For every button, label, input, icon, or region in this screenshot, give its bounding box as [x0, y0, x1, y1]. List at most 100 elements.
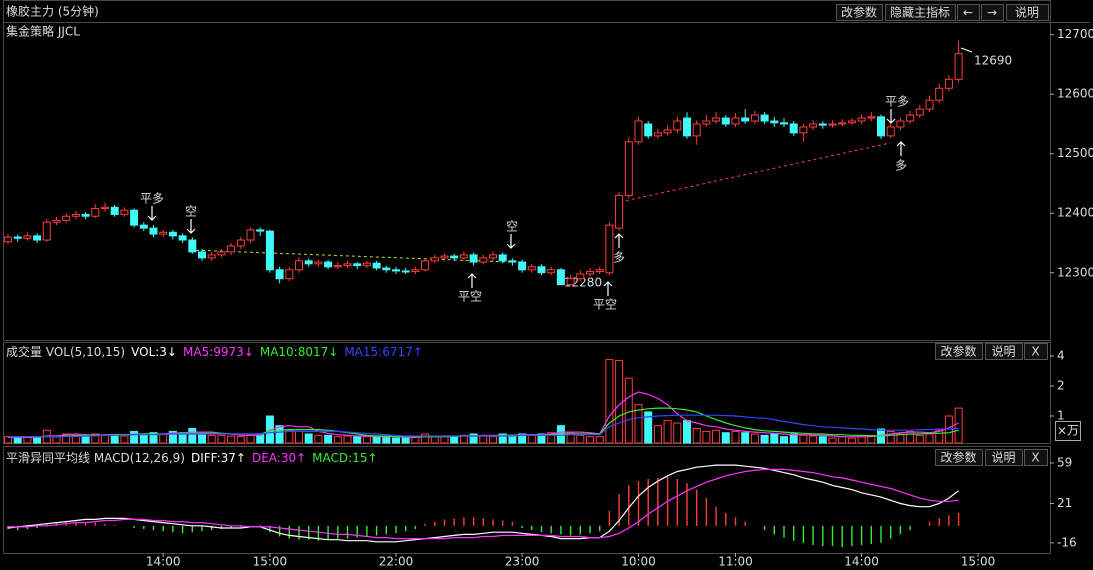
candle-body: [780, 122, 788, 125]
volume-bar: [634, 404, 643, 444]
candle-body: [857, 117, 866, 122]
button-label[interactable]: ←: [963, 6, 973, 20]
volume-bar: [906, 430, 915, 444]
button-label[interactable]: X: [1031, 345, 1039, 359]
button[interactable]: 改参数: [935, 343, 983, 360]
candle-body: [217, 251, 226, 256]
candle-body: [789, 123, 798, 134]
button[interactable]: 说明: [985, 449, 1023, 466]
button-box[interactable]: [885, 4, 956, 21]
volume-bar: [527, 434, 536, 444]
candle-body: [624, 141, 633, 196]
volume-bar: [343, 435, 352, 444]
button-box[interactable]: [1006, 4, 1049, 21]
button-label[interactable]: 改参数: [940, 344, 976, 359]
candle-body: [760, 114, 769, 122]
button-label[interactable]: 隐藏主指标: [890, 5, 950, 20]
button-box[interactable]: [836, 4, 883, 21]
button-label[interactable]: →: [987, 6, 997, 20]
button-box[interactable]: [985, 449, 1023, 466]
candle-body: [246, 229, 255, 241]
button-label[interactable]: 改参数: [841, 5, 877, 20]
candle-body: [149, 227, 158, 235]
candle-body: [595, 269, 604, 273]
button-box[interactable]: [957, 4, 980, 21]
candle-body: [285, 269, 294, 280]
signal-label: 多: [613, 251, 625, 265]
candle-body: [877, 116, 885, 137]
volume-bar: [149, 432, 158, 444]
volume-bar: [246, 434, 255, 444]
candle-body: [954, 53, 963, 80]
volume-bar: [285, 429, 294, 444]
button[interactable]: X: [1024, 449, 1048, 466]
volume-bar: [450, 436, 459, 444]
button-box[interactable]: [981, 4, 1004, 21]
candle-body: [411, 269, 420, 273]
volume-bar: [33, 437, 42, 444]
button[interactable]: 改参数: [836, 4, 883, 21]
volume-bar: [110, 434, 119, 444]
volume-bar: [644, 411, 653, 444]
button[interactable]: 隐藏主指标: [885, 4, 956, 21]
volume-bar: [13, 437, 22, 444]
button-box[interactable]: [1024, 343, 1048, 360]
candle-body: [178, 235, 187, 241]
volume-bar: [52, 436, 61, 444]
volume-bar: [401, 437, 410, 444]
candle-body: [392, 269, 400, 272]
candle-body: [430, 257, 439, 262]
button[interactable]: 说明: [985, 343, 1023, 360]
volume-bar: [479, 435, 488, 444]
button-box[interactable]: [1024, 449, 1048, 466]
button-box[interactable]: [935, 449, 983, 466]
button-label[interactable]: X: [1031, 451, 1039, 465]
candle-body: [236, 239, 245, 247]
button[interactable]: ←: [957, 4, 980, 21]
candle-body: [944, 78, 953, 89]
candle-body: [275, 269, 284, 280]
legend-entry: MA5:9973↓: [183, 345, 254, 359]
volume-bar: [566, 432, 575, 444]
volume-bar: [547, 432, 556, 444]
candle-body: [168, 231, 177, 237]
button[interactable]: 说明: [1006, 4, 1049, 21]
candle-body: [450, 255, 459, 259]
volume-bar: [459, 434, 468, 444]
candle-body: [159, 231, 168, 235]
button-box[interactable]: [935, 343, 983, 360]
candle-body: [479, 257, 488, 263]
candle-body: [692, 123, 701, 137]
candle-body: [799, 126, 808, 134]
button-box[interactable]: [985, 343, 1023, 360]
macd-line: [8, 468, 959, 540]
high-pointer: [960, 47, 973, 53]
volume-bar: [741, 432, 750, 444]
button-label[interactable]: 改参数: [940, 450, 976, 465]
button-label[interactable]: 说明: [991, 344, 1015, 359]
legend-entry: DIFF:37↑: [191, 451, 246, 465]
signal-arrow: [603, 281, 613, 296]
candle-body: [489, 254, 497, 259]
unit-label: ×万: [1057, 424, 1079, 438]
candle-body: [101, 206, 109, 209]
x-tick-label: 15:00: [961, 555, 996, 569]
volume-bar: [721, 432, 730, 444]
button[interactable]: X: [1024, 343, 1048, 360]
button-label[interactable]: 说明: [991, 450, 1015, 465]
volume-bar: [353, 436, 362, 444]
candle-body: [110, 206, 119, 215]
candle-body: [23, 235, 32, 239]
button-label[interactable]: 说明: [1015, 5, 1039, 20]
button[interactable]: →: [981, 4, 1004, 21]
volume-bar: [770, 433, 779, 444]
volume-bar: [683, 420, 691, 444]
candle-body: [828, 123, 837, 126]
volume-bar: [586, 436, 594, 444]
signal-arrow: [506, 234, 516, 249]
button[interactable]: 改参数: [935, 449, 983, 466]
macd-panel: [3, 446, 1051, 554]
candle-body: [896, 120, 905, 128]
candle-body: [867, 116, 876, 119]
candle-body: [886, 126, 895, 137]
